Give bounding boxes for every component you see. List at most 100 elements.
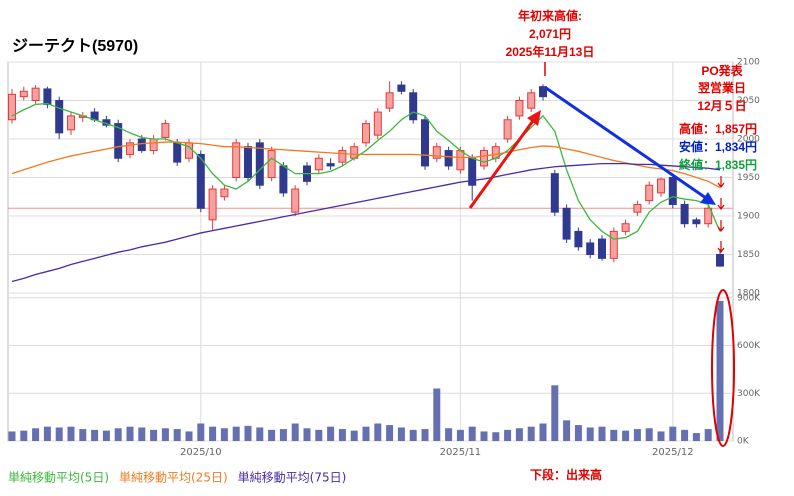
volume-bar xyxy=(681,429,689,441)
candle-body xyxy=(55,100,64,134)
volume-bar xyxy=(79,429,87,441)
candle-body xyxy=(291,188,300,213)
volume-bar xyxy=(456,429,464,441)
volume-bar xyxy=(55,427,63,441)
volume-bar xyxy=(114,428,122,441)
candle-body xyxy=(362,123,370,144)
volume-bar xyxy=(633,429,641,441)
candle-body xyxy=(220,188,229,198)
volume-bar xyxy=(220,428,228,441)
candle-body xyxy=(539,86,547,98)
candle-body xyxy=(421,119,429,167)
volume-bar xyxy=(386,425,394,441)
annotation: 年初来高値: xyxy=(518,8,582,23)
candle-body xyxy=(338,150,347,163)
x-tick-label: 2025/11 xyxy=(440,447,482,458)
candle-body xyxy=(208,188,217,221)
volume-bar xyxy=(279,429,287,441)
candle-body xyxy=(633,203,642,213)
arrows xyxy=(468,86,735,447)
candle-body xyxy=(232,142,241,179)
volume-bar xyxy=(468,426,476,441)
x-tick-label: 2025/10 xyxy=(180,447,222,458)
candle-body xyxy=(586,242,595,255)
annotation: 12月５日 xyxy=(697,99,746,113)
annotation: 翌営業日 xyxy=(698,80,746,95)
moving-average-line xyxy=(11,102,721,240)
volume-bar xyxy=(409,429,417,441)
y-tick-label: 1950 xyxy=(737,173,760,183)
y-tick-label: 900K xyxy=(737,293,761,303)
y-tick-label: 300K xyxy=(737,389,761,399)
candle-body xyxy=(161,123,170,138)
volume-bar xyxy=(610,429,618,441)
annotation: 下段：出来高 xyxy=(530,467,602,482)
candle-body xyxy=(609,230,618,259)
volume-bar xyxy=(574,425,582,441)
volume-bar xyxy=(362,426,370,441)
annotation: 2025年11月13日 xyxy=(506,44,595,59)
candle-body xyxy=(373,111,382,136)
candle-body xyxy=(67,115,75,131)
annotation: 高値：1,857円 xyxy=(679,121,757,136)
volume-bar xyxy=(492,432,500,441)
volume-bar xyxy=(622,430,630,441)
volume-bar xyxy=(173,429,181,441)
candle-body xyxy=(196,153,205,209)
candle-body xyxy=(550,173,559,213)
volume-bar xyxy=(43,426,51,441)
candle-body xyxy=(185,142,193,159)
volume-bar xyxy=(704,429,712,441)
candle-body xyxy=(409,92,418,121)
candle-body xyxy=(114,123,123,159)
volume-bar xyxy=(8,431,16,441)
candle-body xyxy=(244,146,252,178)
candle-body xyxy=(267,150,276,179)
candle-body xyxy=(255,142,264,186)
volume-bar xyxy=(232,426,240,441)
annotation: 安値：1,834円 xyxy=(679,139,757,154)
candle-body xyxy=(314,157,323,171)
legend-entry: 単純移動平均(5日) xyxy=(8,471,109,485)
volume-bar xyxy=(102,430,110,441)
y-tick-label: 2000 xyxy=(737,135,760,145)
volume-bar xyxy=(161,428,169,441)
legend-entry: 単純移動平均(75日) xyxy=(238,471,347,485)
volume-bar xyxy=(20,430,28,441)
candle-body xyxy=(657,178,665,194)
legend-entry: 単純移動平均(25日) xyxy=(119,471,228,485)
y-tick-label: 1900 xyxy=(737,212,760,222)
annotation: 2,071円 xyxy=(529,27,571,41)
volume-bar xyxy=(350,430,358,441)
candle-body xyxy=(598,238,606,259)
volume-bar xyxy=(598,426,606,441)
candle-body xyxy=(574,230,583,248)
candle-body xyxy=(704,207,713,225)
candle-body xyxy=(668,177,677,205)
y-tick-label: 600K xyxy=(737,341,761,351)
candle-body xyxy=(385,92,394,109)
volume-bar xyxy=(185,431,193,441)
candle-body xyxy=(480,150,488,167)
volume-bar xyxy=(397,427,405,441)
volume-bar xyxy=(515,428,523,441)
volume-bar xyxy=(480,431,488,441)
plot: 1800 1850 1900 1950 2000 2050 2100 0K 300K 600K 90… xyxy=(8,58,761,458)
y-tick-label: 1850 xyxy=(737,250,760,260)
volume-bar xyxy=(421,429,429,441)
volume-bar xyxy=(256,427,264,441)
volume-bar xyxy=(433,388,441,441)
volume-bar xyxy=(716,300,724,441)
candle-body xyxy=(173,142,182,163)
candle-body xyxy=(456,150,465,171)
candle-body xyxy=(621,223,630,232)
volume-bar xyxy=(504,429,512,441)
volume-bar xyxy=(268,429,276,441)
candle-body xyxy=(645,184,654,202)
x-tick-label: 2025/12 xyxy=(652,447,694,458)
volume-bar xyxy=(551,385,559,441)
candle-body xyxy=(43,88,52,105)
volume-bar xyxy=(669,426,677,441)
candle-body xyxy=(562,207,571,240)
